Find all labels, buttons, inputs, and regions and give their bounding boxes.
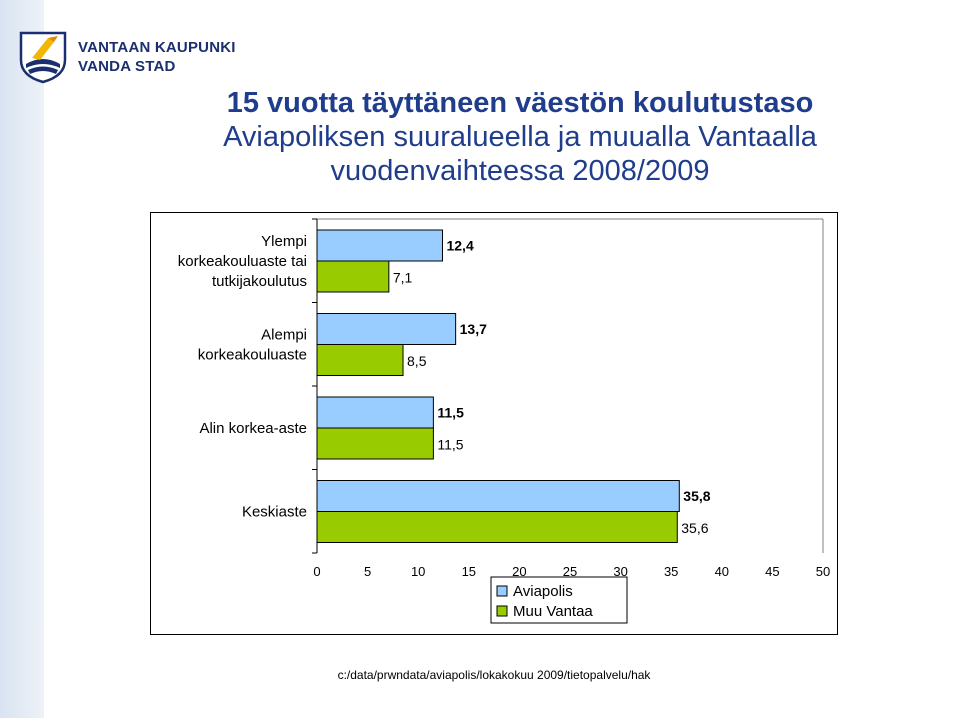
bar-muu-vantaa — [316, 427, 434, 460]
chart-area: 12,4 7,1 Ylempi korkeakouluaste tai tutkijak… — [150, 212, 838, 635]
vantaa-coat-of-arms-icon — [19, 31, 67, 84]
x-tick-label: 20 — [512, 564, 526, 579]
category-label-line: korkeakouluaste tai — [178, 253, 307, 270]
data-label-muu-vantaa: 11,5 — [437, 437, 463, 453]
x-tick-label: 25 — [563, 564, 577, 579]
page-title: 15 vuotta täyttäneen väestön koulutustas… — [120, 86, 920, 188]
bar-muu-vantaa — [316, 260, 390, 293]
footer: c:/data/prwndata/aviapolis/lokakokuu 200… — [0, 668, 960, 682]
data-label-aviapolis: 12,4 — [446, 238, 473, 254]
legend-label: Aviapolis — [513, 583, 573, 600]
category-label-line: korkeakouluaste — [198, 346, 307, 363]
x-tick-label: 0 — [313, 564, 320, 579]
left-decorative-strip — [0, 0, 44, 718]
x-tick-label: 50 — [816, 564, 830, 579]
x-tick-label: 35 — [664, 564, 678, 579]
data-label-aviapolis: 35,8 — [683, 488, 710, 504]
data-label-muu-vantaa: 7,1 — [393, 270, 413, 286]
category-label-line: Keskiaste — [242, 503, 307, 520]
logo-text: VANTAAN KAUPUNKI VANDA STAD — [78, 38, 236, 76]
x-tick-label: 5 — [364, 564, 371, 579]
title-line-2: Aviapoliksen suuralueella ja muualla Van… — [223, 121, 817, 153]
legend-box — [490, 576, 628, 624]
bar-aviapolis — [316, 396, 434, 429]
bar-muu-vantaa — [316, 511, 678, 543]
data-label-muu-vantaa: 8,5 — [407, 353, 427, 369]
category-label: Alin korkea-aste — [199, 420, 307, 437]
legend-label: Muu Vantaa — [513, 603, 593, 620]
x-tick-label: 45 — [765, 564, 779, 579]
data-label-aviapolis: 11,5 — [437, 405, 464, 421]
legend-swatch — [496, 585, 508, 597]
x-tick-label: 15 — [462, 564, 476, 579]
logo-line-2: VANDA STAD — [78, 58, 176, 75]
x-tick-label: 10 — [411, 564, 425, 579]
legend-swatch — [496, 605, 508, 617]
x-tick-label: 30 — [613, 564, 627, 579]
data-label-muu-vantaa: 35,6 — [681, 520, 708, 536]
title-line-1: 15 vuotta täyttäneen väestön koulutustas… — [226, 87, 814, 119]
category-label-line: Ylempi — [261, 233, 307, 250]
x-tick-label: 40 — [715, 564, 729, 579]
category-label-line: tutkijakoulutus — [212, 273, 307, 290]
data-label-aviapolis: 13,7 — [460, 321, 487, 337]
title-line-3: vuodenvaihteessa 2008/2009 — [330, 155, 710, 187]
category-label: Keskiaste — [242, 503, 307, 520]
footer-path: c:/data/prwndata/aviapolis/lokakokuu 200… — [337, 668, 651, 682]
bar-muu-vantaa — [316, 344, 404, 376]
bar-aviapolis — [316, 229, 443, 262]
bar-chart: 12,4 7,1 Ylempi korkeakouluaste tai tutkijak… — [178, 218, 830, 624]
bar-aviapolis — [316, 480, 680, 512]
category-label-line: Alempi — [261, 326, 307, 343]
bar-aviapolis — [316, 313, 457, 345]
category-label: Ylempi korkeakouluaste tai tutkijakoulutus — [178, 233, 307, 290]
category-label: Alempi korkeakouluaste — [198, 326, 307, 363]
category-label-line: Alin korkea-aste — [199, 420, 307, 437]
logo-line-1: VANTAAN KAUPUNKI — [78, 39, 236, 56]
